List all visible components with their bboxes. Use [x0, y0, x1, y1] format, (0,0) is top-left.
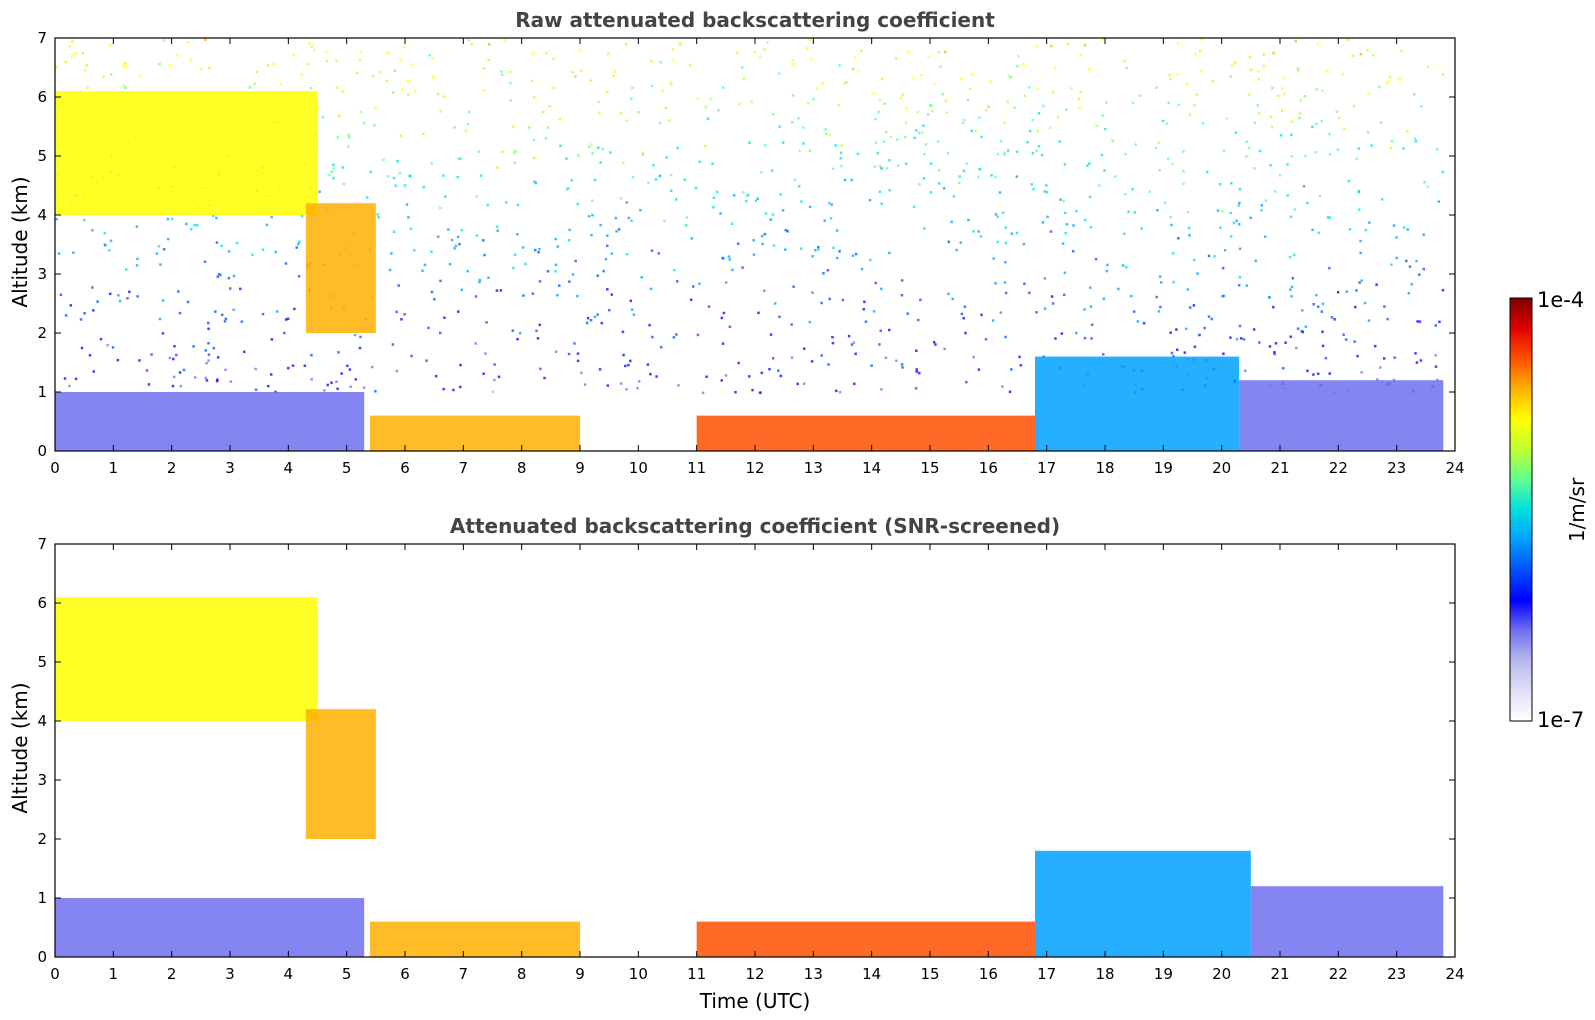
y-tick-label: 3 — [37, 771, 47, 789]
x-tick-label: 17 — [1037, 965, 1056, 983]
x-tick-label: 8 — [517, 459, 527, 477]
x-tick-label: 1 — [109, 459, 119, 477]
x-tick-label: 19 — [1154, 459, 1173, 477]
x-tick-label: 15 — [920, 459, 939, 477]
backscatter-region — [1239, 380, 1444, 451]
y-axis-label: Altitude (km) — [8, 176, 32, 307]
y-tick-label: 1 — [37, 889, 47, 907]
x-tick-label: 13 — [804, 965, 823, 983]
x-tick-label: 20 — [1212, 459, 1231, 477]
y-tick-label: 7 — [37, 29, 47, 47]
x-axis-label: Time (UTC) — [699, 989, 811, 1013]
x-tick-label: 2 — [167, 459, 177, 477]
y-tick-label: 6 — [37, 88, 47, 106]
backscatter-region — [305, 709, 376, 839]
x-tick-label: 21 — [1270, 965, 1289, 983]
x-tick-label: 21 — [1270, 459, 1289, 477]
x-tick-label: 14 — [862, 459, 881, 477]
backscatter-region — [370, 921, 580, 957]
x-tick-label: 16 — [979, 965, 998, 983]
backscatter-region — [55, 392, 365, 451]
x-tick-label: 12 — [745, 965, 764, 983]
x-tick-label: 4 — [284, 965, 294, 983]
colorbar: 1e-4 1e-7 1/m/sr — [1509, 288, 1589, 732]
panel-title: Raw attenuated backscattering coefficien… — [515, 8, 995, 32]
backscatter-region — [696, 921, 1035, 957]
heatmap-area — [54, 37, 1456, 452]
x-tick-label: 24 — [1445, 459, 1464, 477]
x-tick-label: 11 — [687, 459, 706, 477]
backscatter-region — [305, 203, 376, 333]
x-tick-label: 10 — [629, 965, 648, 983]
x-tick-label: 22 — [1329, 965, 1348, 983]
x-tick-label: 17 — [1037, 459, 1056, 477]
x-tick-label: 0 — [50, 459, 60, 477]
y-tick-label: 3 — [37, 265, 47, 283]
x-tick-label: 3 — [225, 459, 235, 477]
y-tick-label: 4 — [37, 712, 47, 730]
y-tick-label: 6 — [37, 594, 47, 612]
x-tick-label: 7 — [459, 459, 469, 477]
y-tick-label: 0 — [37, 442, 47, 460]
backscatter-region — [370, 415, 580, 451]
backscatter-region — [55, 597, 318, 721]
x-tick-label: 15 — [920, 965, 939, 983]
colorbar-unit-label: 1/m/sr — [1565, 477, 1589, 542]
x-tick-label: 12 — [745, 459, 764, 477]
backscatter-region — [55, 91, 318, 215]
x-axis-ticks: 0 1 2 3 4 5 6 7 8 9 10 11 12 13 14 15 16 17 18 19 20 21 22 23 24 — [50, 38, 1465, 477]
y-tick-label: 5 — [37, 653, 47, 671]
raw-backscatter-panel: Raw attenuated backscattering coefficien… — [8, 8, 1465, 477]
x-tick-label: 6 — [400, 965, 410, 983]
x-tick-label: 9 — [575, 459, 585, 477]
y-tick-label: 5 — [37, 147, 47, 165]
x-tick-label: 24 — [1445, 965, 1464, 983]
x-tick-label: 8 — [517, 965, 527, 983]
y-tick-label: 7 — [37, 535, 47, 553]
x-tick-label: 16 — [979, 459, 998, 477]
colorbar-min-label: 1e-7 — [1537, 708, 1584, 732]
heatmap-area — [54, 543, 1456, 958]
x-tick-label: 14 — [862, 965, 881, 983]
x-tick-label: 18 — [1095, 965, 1114, 983]
y-axis-ticks: 0 1 2 3 4 5 6 7 — [37, 535, 1455, 966]
backscatter-region — [696, 415, 1035, 451]
colorbar-max-label: 1e-4 — [1537, 288, 1584, 312]
x-tick-label: 3 — [225, 965, 235, 983]
snr-screened-panel: Attenuated backscattering coefficient (S… — [8, 514, 1465, 1013]
x-tick-label: 4 — [284, 459, 294, 477]
y-tick-label: 1 — [37, 383, 47, 401]
x-tick-label: 18 — [1095, 459, 1114, 477]
y-tick-label: 0 — [37, 948, 47, 966]
x-tick-label: 0 — [50, 965, 60, 983]
x-tick-label: 22 — [1329, 459, 1348, 477]
x-tick-label: 1 — [109, 965, 119, 983]
x-tick-label: 13 — [804, 459, 823, 477]
panel-title: Attenuated backscattering coefficient (S… — [450, 514, 1060, 538]
colorbar-gradient — [1509, 297, 1533, 722]
x-tick-label: 2 — [167, 965, 177, 983]
backscatter-region — [1250, 886, 1444, 957]
x-tick-label: 7 — [459, 965, 469, 983]
x-tick-label: 20 — [1212, 965, 1231, 983]
backscatter-region — [55, 898, 365, 957]
y-axis-ticks: 0 1 2 3 4 5 6 7 — [37, 29, 1455, 460]
backscatter-region — [1035, 850, 1251, 957]
x-tick-label: 23 — [1387, 965, 1406, 983]
backscatter-region — [1035, 356, 1240, 451]
y-tick-label: 2 — [37, 830, 47, 848]
x-tick-label: 23 — [1387, 459, 1406, 477]
y-tick-label: 2 — [37, 324, 47, 342]
y-tick-label: 4 — [37, 206, 47, 224]
x-axis-ticks: 0 1 2 3 4 5 6 7 8 9 10 11 12 13 14 15 16 17 18 19 20 21 22 23 24 — [50, 544, 1465, 983]
x-tick-label: 9 — [575, 965, 585, 983]
x-tick-label: 5 — [342, 459, 352, 477]
x-tick-label: 19 — [1154, 965, 1173, 983]
x-tick-label: 6 — [400, 459, 410, 477]
x-tick-label: 5 — [342, 965, 352, 983]
x-tick-label: 10 — [629, 459, 648, 477]
x-tick-label: 11 — [687, 965, 706, 983]
y-axis-label: Altitude (km) — [8, 682, 32, 813]
